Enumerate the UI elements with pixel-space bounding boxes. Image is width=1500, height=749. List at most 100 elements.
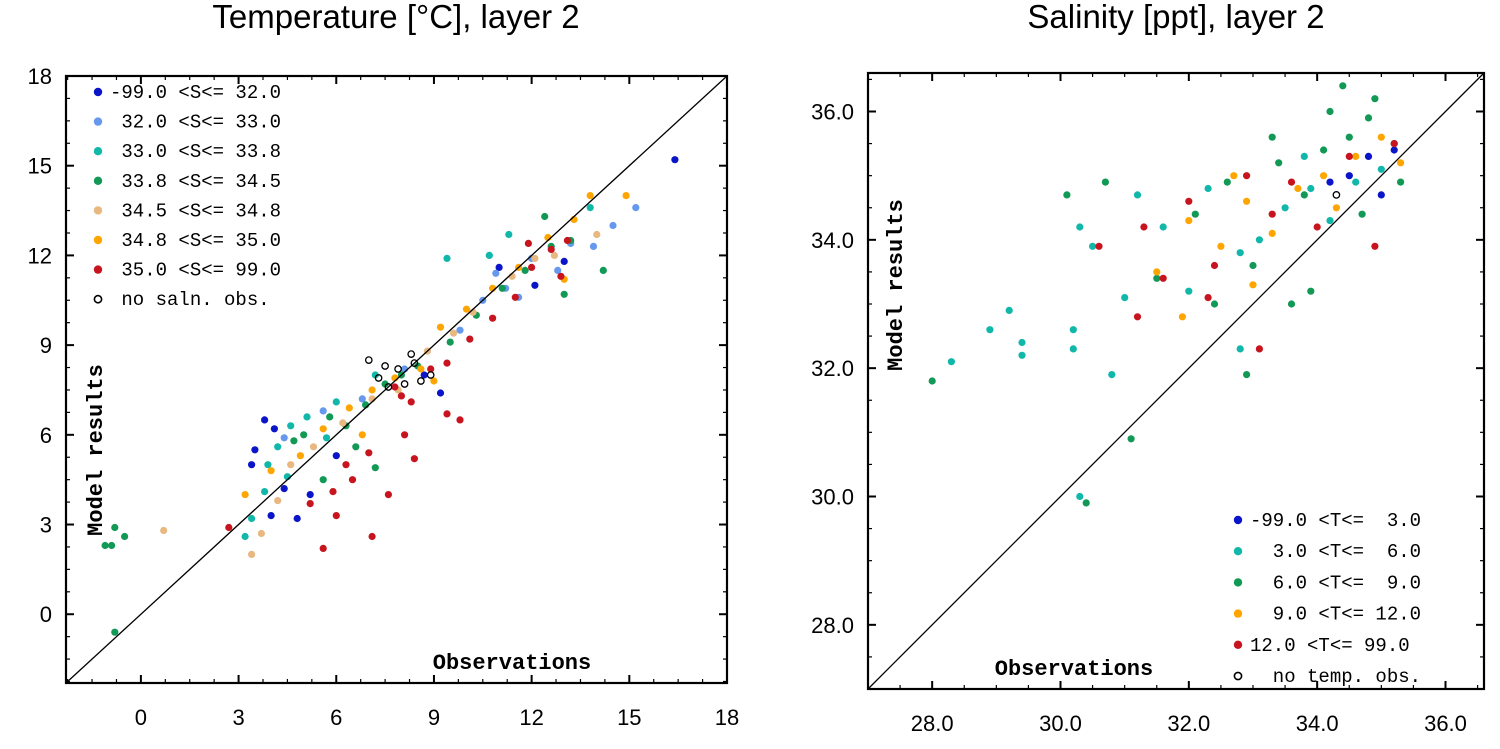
data-point: [1352, 152, 1360, 160]
data-point: [108, 541, 116, 550]
data-point: [397, 392, 405, 400]
data-point: [407, 350, 416, 358]
data-point: [609, 221, 617, 230]
data-point: [436, 323, 445, 331]
legend-marker: [1233, 547, 1243, 556]
data-point: [111, 523, 119, 532]
data-point: [1371, 242, 1379, 250]
data-point: [489, 314, 497, 322]
data-point: [1332, 204, 1340, 212]
data-point: [1153, 274, 1161, 282]
data-point: [462, 305, 471, 313]
data-point: [329, 488, 337, 496]
data-point: [589, 242, 598, 250]
y-tick-label: 9: [40, 333, 52, 358]
data-point: [547, 245, 555, 253]
data-point: [241, 532, 249, 541]
data-point: [420, 371, 428, 379]
data-point: [1320, 146, 1328, 154]
data-point: [443, 254, 451, 262]
data-point: [261, 488, 269, 496]
data-point: [1345, 133, 1353, 141]
legend-marker: [93, 87, 103, 97]
legend-marker: [1233, 671, 1243, 681]
data-point: [371, 371, 379, 379]
data-point: [1249, 261, 1257, 270]
data-point: [274, 443, 282, 451]
y-tick-label: 12: [28, 243, 52, 268]
data-point: [1018, 338, 1026, 347]
data-point: [332, 452, 340, 460]
data-point: [671, 156, 679, 164]
data-point: [400, 380, 409, 388]
x-tick-label: 30.0: [1039, 711, 1082, 736]
legend: -99.0 <S<= 32.0 32.0 <S<= 33.0 33.0 <S<=…: [93, 82, 281, 311]
data-point: [1390, 140, 1398, 148]
data-point: [586, 192, 594, 200]
data-point: [225, 523, 233, 532]
data-point: [1307, 287, 1315, 295]
data-point: [1005, 306, 1013, 314]
data-point: [339, 419, 347, 427]
data-point: [986, 326, 994, 334]
y-tick-label: 6: [40, 423, 52, 448]
data-point: [1133, 191, 1142, 199]
data-point: [1255, 236, 1263, 244]
data-point: [599, 266, 607, 274]
x-tick-label: 28.0: [911, 711, 954, 736]
data-point: [1223, 178, 1231, 186]
data-point: [1345, 152, 1353, 160]
data-point: [1210, 261, 1219, 270]
data-point: [1217, 242, 1225, 250]
data-point: [368, 532, 376, 541]
data-point: [248, 514, 256, 523]
data-point: [270, 425, 278, 433]
y-tick-label: 3: [40, 513, 52, 538]
data-point: [1069, 326, 1077, 334]
data-point: [632, 204, 640, 212]
y-tick-label: 0: [40, 602, 52, 627]
data-point: [449, 329, 458, 337]
x-tick-label: 9: [428, 705, 440, 730]
data-point: [1095, 242, 1103, 250]
temperature-panel: Temperature [°C], layer 2 -99.0 <S<= 32.…: [28, 0, 740, 730]
data-point: [521, 266, 529, 274]
y-tick-label: 15: [28, 154, 52, 179]
data-point: [593, 230, 601, 239]
y-tick-label: 28.0: [811, 613, 854, 638]
data-point: [391, 383, 399, 391]
data-point: [550, 251, 559, 259]
data-point: [1300, 191, 1308, 199]
data-point: [371, 464, 379, 472]
x-tick-label: 18: [715, 705, 739, 730]
data-point: [319, 544, 327, 553]
data-point: [947, 358, 956, 366]
data-point: [352, 443, 360, 451]
data-point: [306, 500, 314, 508]
data-point: [274, 497, 282, 505]
data-point: [456, 326, 464, 334]
data-point: [563, 236, 572, 245]
data-point: [1332, 191, 1341, 199]
data-point: [1268, 229, 1276, 237]
x-tick-label: 6: [330, 705, 342, 730]
data-point: [1287, 178, 1296, 186]
data-point: [528, 263, 536, 271]
data-point: [1153, 268, 1161, 276]
data-point: [1230, 172, 1238, 180]
data-point: [326, 413, 334, 421]
legend-entry: 32.0 <S<= 33.0: [110, 112, 281, 134]
data-point: [1326, 107, 1334, 116]
chart-title: Salinity [ppt], layer 2: [1027, 0, 1324, 35]
data-point: [1307, 184, 1315, 193]
data-point: [101, 541, 109, 550]
x-tick-label: 0: [135, 705, 147, 730]
data-point: [1089, 242, 1097, 250]
legend-marker: [93, 176, 103, 185]
data-point: [111, 628, 119, 636]
data-point: [1390, 146, 1398, 154]
data-point: [426, 371, 435, 379]
data-point: [1063, 191, 1071, 199]
data-point: [374, 374, 383, 382]
data-point: [1281, 204, 1289, 212]
